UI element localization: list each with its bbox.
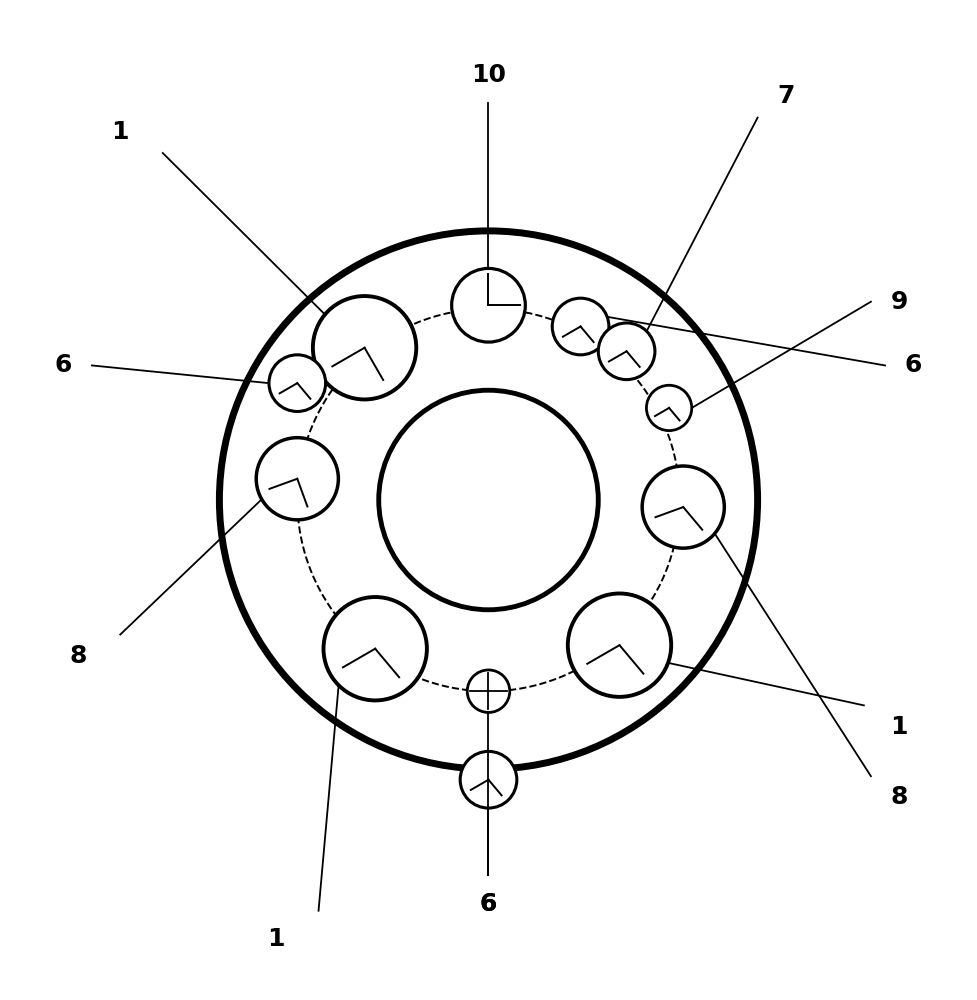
- Text: 6: 6: [55, 353, 72, 377]
- Text: 1: 1: [111, 120, 129, 144]
- Circle shape: [313, 296, 416, 399]
- Circle shape: [220, 231, 757, 769]
- Circle shape: [598, 323, 655, 380]
- Text: 7: 7: [778, 84, 794, 108]
- Circle shape: [642, 466, 724, 548]
- Circle shape: [460, 751, 517, 808]
- Text: 8: 8: [891, 785, 908, 809]
- Circle shape: [269, 355, 325, 411]
- Text: 6: 6: [480, 892, 497, 916]
- Circle shape: [256, 438, 338, 520]
- Text: 6: 6: [905, 353, 922, 377]
- Circle shape: [379, 390, 598, 610]
- Circle shape: [451, 268, 526, 342]
- Text: 9: 9: [891, 290, 908, 314]
- Circle shape: [323, 597, 427, 700]
- Text: 8: 8: [69, 644, 86, 668]
- Circle shape: [552, 298, 609, 355]
- Text: 1: 1: [890, 715, 908, 739]
- Text: 1: 1: [268, 927, 285, 951]
- Circle shape: [467, 670, 510, 712]
- Circle shape: [568, 593, 671, 697]
- Text: 6: 6: [480, 892, 497, 916]
- Circle shape: [647, 385, 692, 431]
- Text: 10: 10: [471, 63, 506, 87]
